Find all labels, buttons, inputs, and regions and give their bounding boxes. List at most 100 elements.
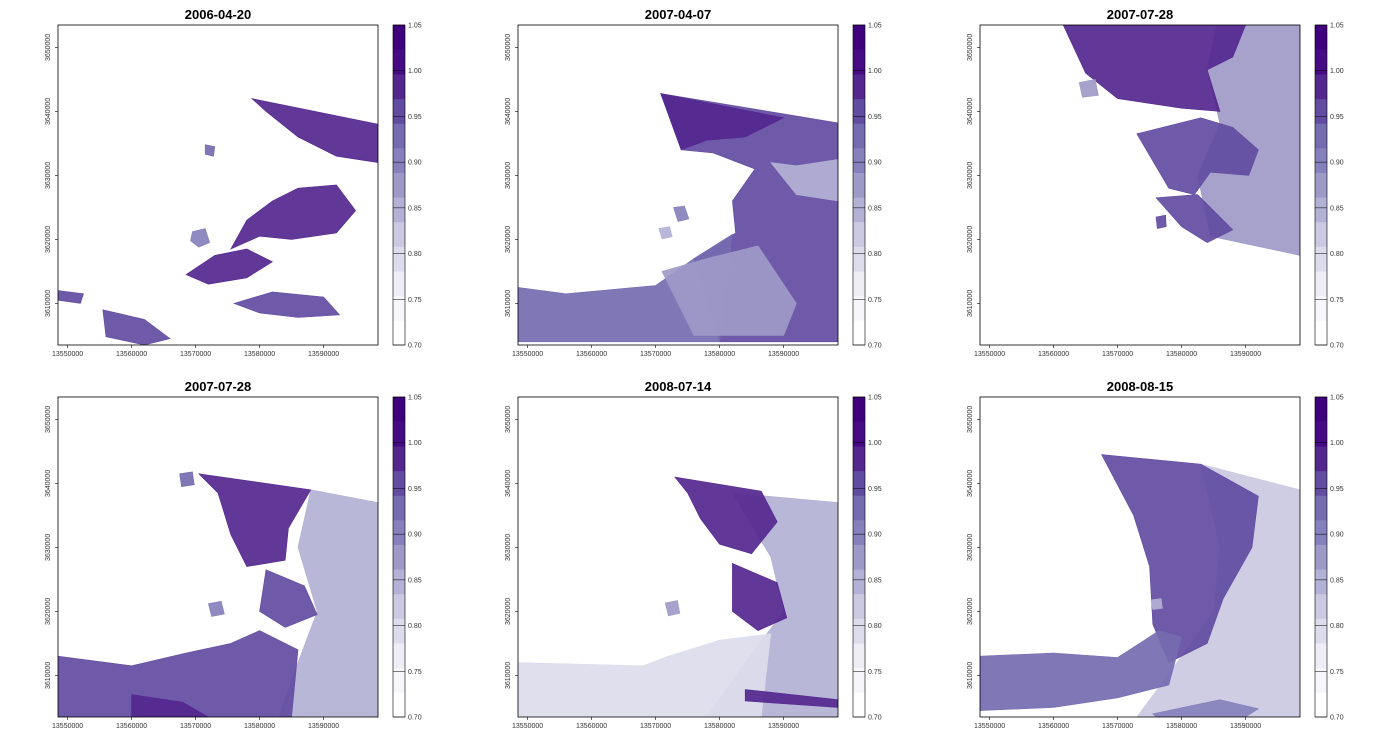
colorbar-tick-label: 0.85 [1330, 577, 1344, 584]
colorbar-segment [1315, 520, 1327, 545]
colorbar-segment [393, 692, 405, 718]
colorbar-segment [393, 320, 405, 346]
colorbar-tick-label: 0.80 [408, 623, 422, 630]
y-tick-label: 3620000 [967, 598, 974, 625]
colorbar-segment [393, 470, 405, 496]
colorbar-tick-label: 1.05 [1330, 23, 1344, 30]
colorbar-segment [1315, 667, 1327, 693]
y-tick-label: 3630000 [967, 534, 974, 561]
plot-frame [57, 396, 379, 718]
colorbar-segment [853, 569, 865, 595]
colorbar-segment [1315, 470, 1327, 496]
x-tick-label: 13580000 [1166, 723, 1197, 730]
panel-title: 2008-07-14 [645, 379, 712, 394]
colorbar-segment [393, 569, 405, 595]
colorbar-segment [393, 643, 405, 669]
colorbar-tick-label: 0.95 [868, 486, 882, 493]
x-tick-label: 13570000 [180, 723, 211, 730]
y-tick-label: 3610000 [505, 662, 512, 689]
colorbar: 1.05 1.00 0.95 0.90 0.85 0.80 0.75 0.70 [392, 23, 422, 350]
colorbar-segment [393, 618, 405, 644]
colorbar-tick-label: 0.85 [408, 205, 422, 212]
y-tick-label: 3610000 [967, 290, 974, 317]
y-tick-label: 3650000 [45, 34, 52, 61]
heat-region-2 [1062, 25, 1246, 112]
y-tick-label: 3650000 [505, 406, 512, 433]
heat-region-6 [1078, 79, 1099, 98]
plot-frame [979, 396, 1301, 718]
colorbar-segment [853, 618, 865, 644]
y-tick-label: 3640000 [967, 470, 974, 497]
y-tick-label: 3610000 [505, 290, 512, 317]
colorbar-tick-label: 0.70 [1330, 715, 1344, 722]
colorbar-tick-label: 0.95 [408, 486, 422, 493]
heat-region-1 [250, 98, 378, 163]
panel-2: 2007-04-07 13550000 13560000 13570000 135800… [505, 7, 882, 358]
colorbar-segment [1315, 295, 1327, 321]
heat-region-5 [1150, 598, 1163, 610]
colorbar-segment [393, 25, 405, 50]
colorbar-tick-label: 1.05 [408, 395, 422, 402]
panel-title: 2008-08-15 [1107, 379, 1174, 394]
colorbar: 1.05 1.00 0.95 0.90 0.85 0.80 0.75 0.70 [852, 23, 882, 350]
x-tick-label: 13550000 [512, 723, 543, 730]
colorbar-segment [853, 271, 865, 297]
y-tick-label: 3620000 [505, 598, 512, 625]
y-tick-label: 3630000 [505, 162, 512, 189]
colorbar-segment [853, 295, 865, 321]
colorbar-tick-label: 0.75 [868, 297, 882, 304]
y-tick-label: 3620000 [45, 598, 52, 625]
x-tick-label: 13590000 [1230, 351, 1261, 358]
x-tick-label: 13550000 [52, 723, 83, 730]
y-tick-label: 3640000 [505, 98, 512, 125]
colorbar-segment [393, 295, 405, 321]
heat-region-4 [661, 245, 797, 336]
colorbar-segment [1315, 692, 1327, 718]
colorbar-segment [1315, 593, 1327, 619]
heat-region-6 [58, 290, 85, 304]
y-tick-label: 3630000 [45, 534, 52, 561]
heat-region-4 [1155, 194, 1234, 243]
y-tick-label: 3650000 [967, 34, 974, 61]
colorbar-segment [393, 148, 405, 173]
colorbar-segment [853, 692, 865, 718]
colorbar-tick-label: 1.05 [868, 395, 882, 402]
y-tick-label: 3620000 [45, 226, 52, 253]
panel-6: 2008-08-15 13550000 13560000 13570000 135800… [967, 379, 1344, 730]
heat-region-7 [179, 471, 195, 487]
colorbar-segment [1315, 421, 1327, 447]
x-tick-label: 13560000 [1038, 723, 1069, 730]
colorbar-segment [1315, 148, 1327, 173]
y-tick-label: 3620000 [967, 226, 974, 253]
colorbar-tick-label: 0.80 [1330, 251, 1344, 258]
heat-region-4 [518, 633, 772, 717]
colorbar-segment [393, 197, 405, 223]
panel-4: 2007-07-28 13550000 13560000 13570000 135800… [45, 379, 422, 730]
colorbar-tick-label: 0.90 [408, 532, 422, 539]
colorbar-segment [1315, 172, 1327, 198]
colorbar-tick-label: 1.05 [1330, 395, 1344, 402]
heat-region-7 [190, 228, 211, 248]
panel-title: 2006-04-20 [185, 7, 252, 22]
x-tick-label: 13560000 [576, 723, 607, 730]
colorbar-segment [853, 25, 865, 50]
heat-region-4 [1152, 699, 1260, 717]
colorbar-tick-label: 0.95 [1330, 486, 1344, 493]
colorbar-segment [853, 544, 865, 570]
heat-region-5 [744, 689, 838, 708]
plot-frame [517, 24, 839, 346]
heat-region-3 [259, 569, 318, 628]
panel-1: 2006-04-20 13550000 13560000 13570000 135800… [45, 7, 422, 358]
colorbar-tick-label: 0.80 [868, 251, 882, 258]
colorbar-segment [853, 246, 865, 272]
x-tick-label: 13570000 [1102, 723, 1133, 730]
heat-region-2 [660, 93, 785, 151]
colorbar-segment [853, 123, 865, 149]
colorbar-segment [853, 643, 865, 669]
colorbar-segment [853, 421, 865, 447]
colorbar-segment [1315, 246, 1327, 272]
colorbar-segment [1315, 618, 1327, 644]
panel-title: 2007-07-28 [185, 379, 252, 394]
heat-region-6 [208, 600, 225, 617]
